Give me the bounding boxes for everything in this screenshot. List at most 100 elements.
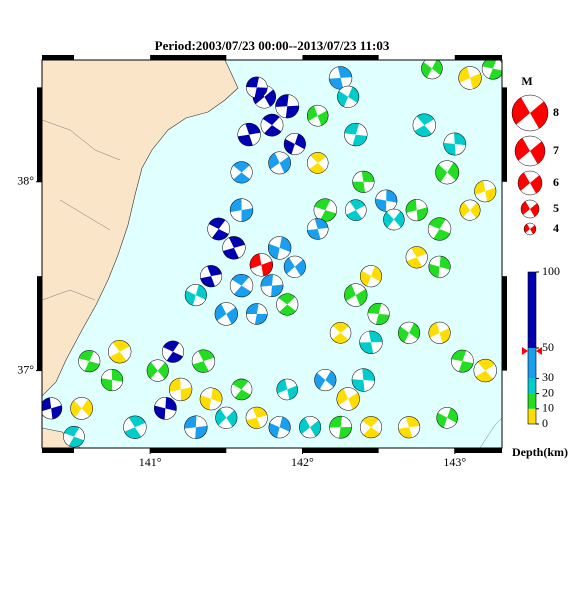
depth-scale-band	[528, 393, 536, 409]
focal-mechanism	[351, 368, 376, 392]
focal-mechanism	[313, 198, 337, 222]
frame-bar	[454, 55, 502, 60]
focal-mechanism	[229, 273, 254, 298]
beachball-lobe	[475, 359, 495, 382]
focal-mechanism	[359, 265, 383, 288]
focal-mechanism	[237, 122, 261, 147]
beachball-outline	[299, 416, 322, 439]
main-focal-mechanism	[249, 253, 273, 277]
beachball-outline	[237, 122, 261, 147]
beachball-lobe	[169, 378, 193, 401]
focal-mechanism	[199, 387, 223, 411]
beachball-lobe	[299, 417, 321, 437]
depth-scale-band	[528, 348, 536, 379]
events	[42, 60, 502, 448]
focal-mechanism	[283, 255, 306, 278]
focal-mechanism	[329, 322, 352, 344]
beachball-lobe	[246, 303, 268, 325]
beachball-lobe	[309, 152, 327, 174]
depth-scale-label: 20	[542, 385, 554, 399]
beachball-outline	[520, 199, 540, 219]
beachball-outline	[517, 170, 543, 196]
focal-mechanism	[276, 293, 299, 316]
beachball-lobe	[268, 416, 291, 438]
lat-tick-label: 37°	[17, 362, 34, 376]
focal-mechanism	[260, 113, 284, 137]
beachball-lobe	[262, 114, 282, 137]
beachball-lobe	[78, 350, 100, 372]
frame-bar	[502, 276, 507, 371]
beachball-lobe	[200, 387, 223, 410]
focal-mechanism	[344, 122, 368, 147]
focal-mechanism	[146, 359, 169, 382]
magnitude-legend-label: 4	[553, 221, 559, 235]
magnitude-legend-ball	[520, 199, 540, 219]
beachball-lobe	[154, 397, 177, 420]
beachball-lobe	[344, 123, 368, 146]
beachball-outline	[275, 94, 300, 119]
magnitude-legend-ball	[523, 222, 537, 236]
beachball-lobe	[458, 66, 482, 89]
beachball-lobe	[284, 133, 306, 155]
beachball-outline	[283, 255, 306, 278]
lon-tick-label: 142°	[291, 455, 314, 469]
beachball-lobe	[284, 257, 306, 276]
frame-bar	[302, 55, 379, 60]
focal-mechanism	[314, 368, 337, 392]
depth-scale-label: 0	[542, 416, 548, 430]
beachball-outline	[345, 199, 367, 221]
focal-mechanism	[70, 397, 93, 420]
beachball-outline	[336, 387, 360, 411]
beachball-outline	[314, 368, 337, 392]
frame-bar	[454, 448, 502, 453]
beachball-lobe	[398, 323, 420, 343]
beachball-outline	[474, 180, 497, 203]
focal-mechanism	[154, 397, 177, 420]
lon-tick-label: 141°	[139, 455, 162, 469]
beachball-outline	[207, 217, 231, 241]
lon-tick-label: 143°	[443, 455, 466, 469]
focal-mechanism	[443, 132, 467, 156]
beachball-lobe	[428, 217, 451, 241]
beachball-outline	[268, 416, 291, 439]
beachball-lobe	[443, 132, 466, 156]
beachball-outline	[191, 349, 216, 373]
beachball-outline	[405, 199, 428, 222]
focal-mechanism	[306, 104, 329, 127]
depth-scale-label: 100	[542, 264, 560, 278]
beachball-outline	[245, 406, 268, 429]
beachball-outline	[329, 322, 352, 344]
focal-mechanism	[359, 416, 383, 439]
beachball-outline	[306, 152, 329, 174]
beachball-lobe	[184, 415, 208, 439]
focal-mechanism	[306, 218, 329, 240]
beachball-outline	[229, 198, 254, 222]
depth-scale-band	[528, 378, 536, 394]
focal-mechanism	[246, 303, 268, 325]
beachball-lobe	[405, 199, 428, 221]
beachball-outline	[337, 85, 360, 108]
focal-mechanism	[336, 387, 360, 411]
focal-mechanism	[78, 350, 101, 373]
focal-mechanism	[474, 180, 497, 203]
beachball-outline	[260, 113, 284, 137]
beachball-lobe	[521, 201, 539, 217]
beachball-outline	[328, 66, 353, 90]
frame-bar	[302, 448, 379, 453]
beachball-outline	[359, 330, 383, 354]
beachball-lobe	[276, 379, 298, 400]
focal-mechanism	[222, 236, 246, 260]
beachball-outline	[352, 170, 375, 193]
focal-mechanism	[436, 407, 458, 429]
focal-mechanism	[344, 283, 368, 307]
beachball-outline	[458, 66, 482, 90]
focal-mechanism	[398, 416, 421, 439]
beachball-outline	[523, 222, 537, 236]
beachball-lobe	[336, 388, 360, 410]
beachball-lobe	[346, 199, 366, 221]
focal-mechanism	[108, 340, 132, 364]
beachball-lobe	[524, 223, 536, 235]
focal-mechanism	[337, 85, 360, 108]
focal-mechanism	[246, 76, 268, 99]
beachball-lobe	[163, 340, 183, 363]
